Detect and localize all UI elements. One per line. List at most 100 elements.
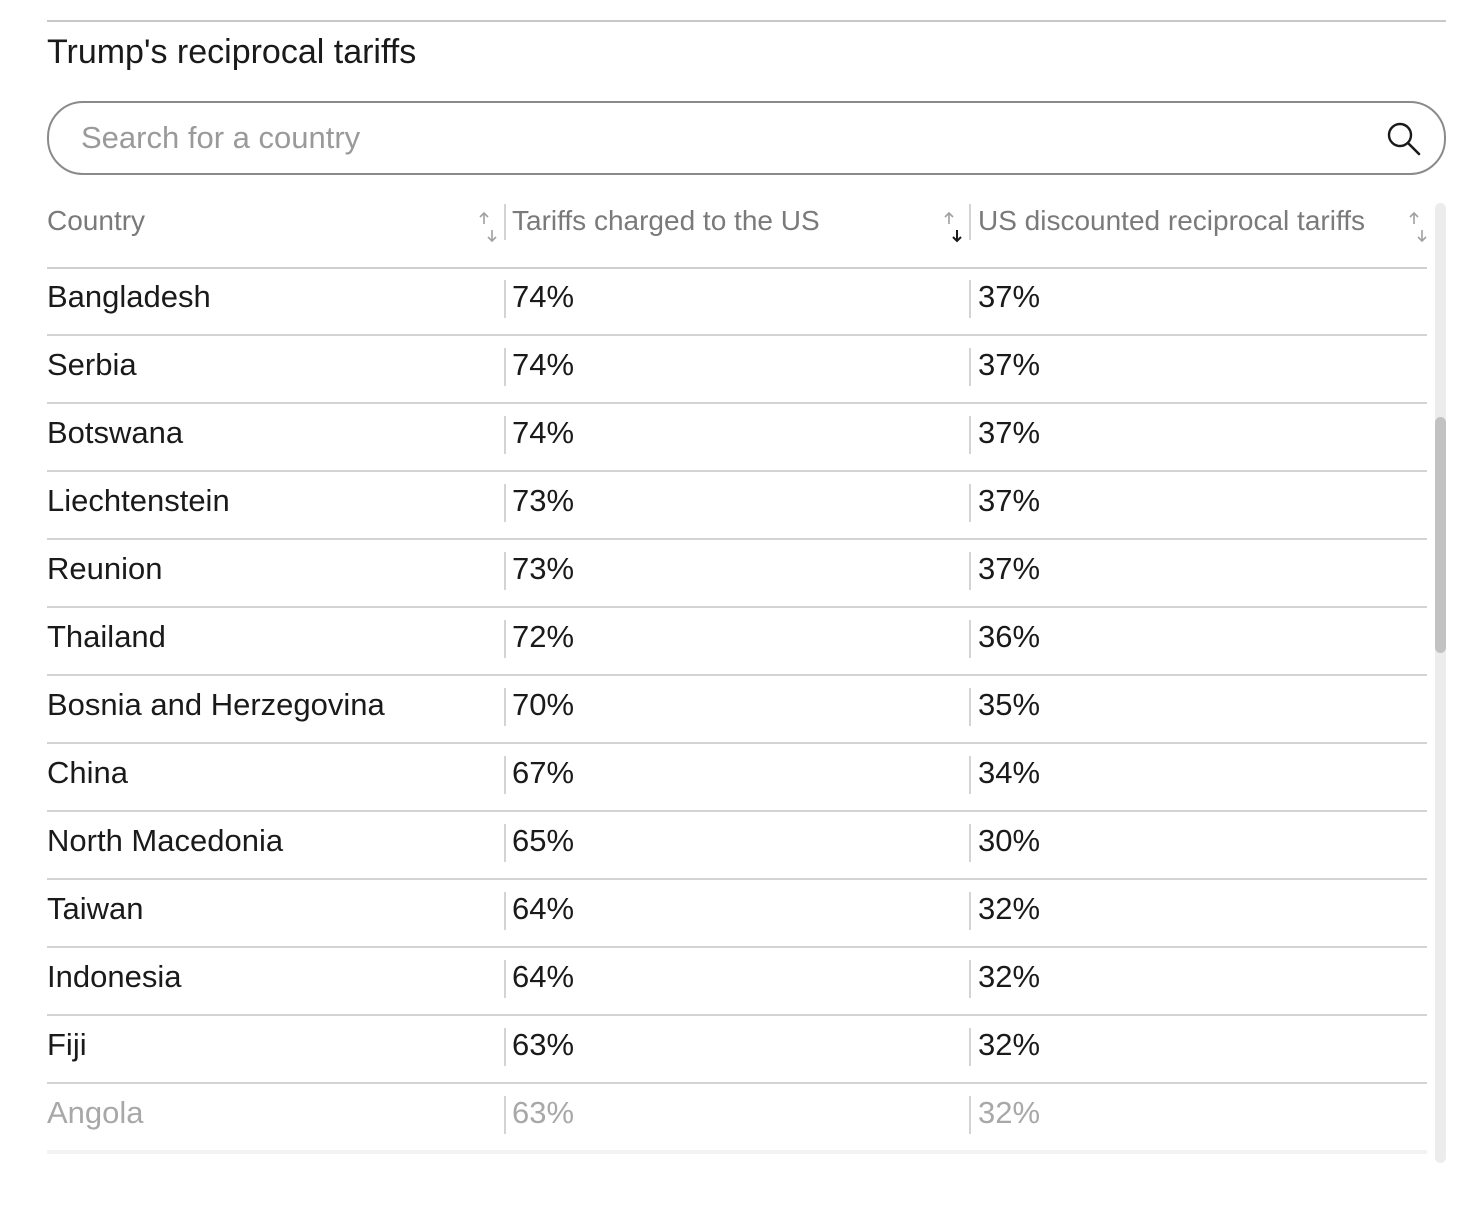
cell-divider [969,280,971,318]
column-header-country[interactable]: Country [47,200,502,267]
table-row: Thailand 72% 36% [47,608,1427,676]
cell-tariffs-charged: 65% [512,823,575,858]
cell-country: Bangladesh [47,279,211,314]
cell-divider [969,484,971,522]
cell-divider [504,620,506,658]
search-box[interactable] [47,101,1446,175]
cell-country: China [47,755,128,790]
cell-tariffs-charged: 74% [512,279,575,314]
cell-reciprocal-tariff: 37% [978,483,1041,518]
cell-country: Angola [47,1095,144,1130]
cell-tariffs-charged: 73% [512,551,575,586]
cell-divider [504,484,506,522]
cell-reciprocal-tariff: 32% [978,1027,1041,1062]
cell-divider [969,1028,971,1066]
cell-tariffs-charged: 74% [512,415,575,450]
sort-unsorted-icon[interactable] [478,210,498,244]
cell-tariffs-charged: 74% [512,347,575,382]
table-header: Country Tariffs charged to the US US dis… [47,200,1427,269]
widget-title: Trump's reciprocal tariffs [47,33,417,71]
table-row: North Macedonia 65% 30% [47,812,1427,880]
cell-country: Taiwan [47,891,144,926]
cell-tariffs-charged: 67% [512,755,575,790]
cell-tariffs-charged: 64% [512,891,575,926]
search-input[interactable] [81,103,1341,173]
table-row: Bosnia and Herzegovina 70% 35% [47,676,1427,744]
table-row: Indonesia 64% 32% [47,948,1427,1016]
table-row: Serbia 74% 37% [47,336,1427,404]
cell-reciprocal-tariff: 32% [978,891,1041,926]
cell-reciprocal-tariff: 37% [978,279,1041,314]
cell-divider [504,824,506,862]
column-divider [504,204,506,240]
cell-country: Indonesia [47,959,182,994]
cell-tariffs-charged: 64% [512,959,575,994]
cell-divider [504,348,506,386]
cell-country: North Macedonia [47,823,284,858]
sort-descending-icon[interactable] [943,210,963,244]
cell-divider [504,1096,506,1134]
table-row: Botswana 74% 37% [47,404,1427,472]
cell-divider [969,348,971,386]
cell-country: Liechtenstein [47,483,230,518]
cell-divider [504,756,506,794]
cell-divider [969,1096,971,1134]
table-body: Bangladesh 74% 37% Serbia 74% 37% Botswa… [47,268,1427,1150]
table-scrollbar[interactable] [1435,203,1446,1163]
cell-divider [504,552,506,590]
cell-reciprocal-tariff: 32% [978,1095,1041,1130]
column-header-label: US discounted reciprocal tariffs [978,205,1365,236]
top-divider [47,20,1446,22]
cell-divider [969,552,971,590]
cell-divider [969,892,971,930]
cell-reciprocal-tariff: 34% [978,755,1041,790]
cell-reciprocal-tariff: 35% [978,687,1041,722]
cell-tariffs-charged: 73% [512,483,575,518]
cell-tariffs-charged: 63% [512,1095,575,1130]
cell-reciprocal-tariff: 37% [978,347,1041,382]
cell-divider [504,688,506,726]
cell-tariffs-charged: 63% [512,1027,575,1062]
cell-reciprocal-tariff: 32% [978,959,1041,994]
table-row: Fiji 63% 32% [47,1016,1427,1084]
cell-divider [969,824,971,862]
cell-reciprocal-tariff: 30% [978,823,1041,858]
search-icon[interactable] [1386,121,1422,157]
cell-tariffs-charged: 72% [512,619,575,654]
column-header-label: Tariffs charged to the US [512,205,820,236]
cell-country: Fiji [47,1027,87,1062]
tariff-table: Country Tariffs charged to the US US dis… [47,200,1427,1152]
cell-divider [969,416,971,454]
cell-divider [969,960,971,998]
cell-divider [504,1028,506,1066]
column-divider [969,204,971,240]
cell-country: Serbia [47,347,137,382]
cell-tariffs-charged: 70% [512,687,575,722]
table-row: Liechtenstein 73% 37% [47,472,1427,540]
sort-unsorted-icon[interactable] [1408,210,1427,244]
cell-divider [504,416,506,454]
table-row: Reunion 73% 37% [47,540,1427,608]
cell-divider [504,280,506,318]
table-row: Taiwan 64% 32% [47,880,1427,948]
cell-divider [969,620,971,658]
table-row: Angola 63% 32% [47,1084,1427,1150]
cell-country: Botswana [47,415,184,450]
column-header-reciprocal-tariffs[interactable]: US discounted reciprocal tariffs [978,200,1427,267]
cell-divider [969,688,971,726]
cell-reciprocal-tariff: 37% [978,415,1041,450]
cell-country: Bosnia and Herzegovina [47,687,385,722]
table-bottom-edge [47,1150,1427,1154]
cell-reciprocal-tariff: 37% [978,551,1041,586]
column-header-label: Country [47,205,146,236]
cell-divider [504,892,506,930]
table-row: China 67% 34% [47,744,1427,812]
cell-country: Reunion [47,551,163,586]
cell-divider [969,756,971,794]
cell-country: Thailand [47,619,166,654]
column-header-tariffs-charged[interactable]: Tariffs charged to the US [512,200,967,267]
cell-divider [504,960,506,998]
cell-reciprocal-tariff: 36% [978,619,1041,654]
scrollbar-thumb[interactable] [1435,417,1446,653]
table-row: Bangladesh 74% 37% [47,268,1427,336]
